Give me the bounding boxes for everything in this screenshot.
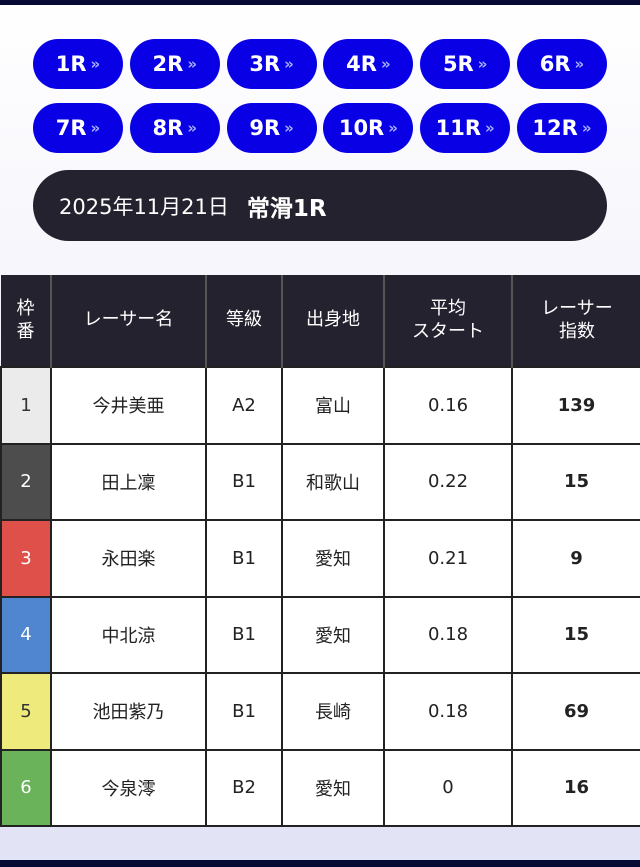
race-label: 8R — [152, 116, 184, 140]
race-button-6R[interactable]: 6R» — [516, 39, 607, 89]
table-row[interactable]: 6 今泉澪 B2 愛知 0 16 — [0, 748, 640, 827]
race-label: 4R — [346, 52, 377, 76]
race-button-12R[interactable]: 12R» — [516, 103, 607, 153]
race-label: 3R — [249, 52, 281, 76]
race-button-2R[interactable]: 2R» — [129, 39, 220, 89]
cell-class: B1 — [205, 595, 283, 674]
cell-avg-start: 0.18 — [383, 672, 513, 751]
cell-frame: 3 — [0, 519, 52, 598]
race-button-4R[interactable]: 4R» — [323, 39, 414, 89]
cell-hometown: 和歌山 — [281, 442, 385, 521]
double-chevron-right-icon: » — [477, 55, 488, 73]
table-row[interactable]: 1 今井美亜 A2 富山 0.16 139 — [0, 366, 640, 445]
race-button-5R[interactable]: 5R» — [420, 39, 511, 89]
race-label: 11R — [435, 116, 482, 140]
race-label: 9R — [249, 116, 281, 140]
cell-racer-index: 16 — [511, 748, 640, 827]
cell-class: B1 — [205, 672, 283, 751]
cell-frame: 1 — [0, 366, 52, 445]
race-button-10R[interactable]: 10R» — [323, 103, 414, 153]
cell-avg-start: 0.22 — [383, 442, 513, 521]
cell-racer-index: 69 — [511, 672, 640, 751]
race-label: 5R — [442, 52, 474, 76]
double-chevron-right-icon: » — [581, 119, 592, 137]
cell-racer-index: 9 — [511, 519, 640, 598]
race-label: 6R — [539, 52, 571, 76]
cell-hometown: 愛知 — [281, 748, 385, 827]
race-label: 12R — [532, 116, 578, 140]
column-header-class: 等級 — [205, 275, 282, 367]
racer-table: 枠 番レーサー名 等級 出身地 平均 スタート レーサー 指数 1 今井美亜 A2 富山 0.1… — [0, 275, 640, 827]
cell-racer-name: 今泉澪 — [50, 748, 207, 827]
double-chevron-right-icon: » — [187, 55, 198, 73]
table-header-row: 枠 番レーサー名 等級 出身地 平均 スタート レーサー 指数 — [1, 275, 640, 367]
race-button-9R[interactable]: 9R» — [226, 103, 317, 153]
double-chevron-right-icon: » — [90, 55, 101, 73]
race-date: 2025年11月21日 — [59, 194, 229, 219]
column-header-racer-index: レーサー 指数 — [511, 275, 640, 367]
race-selector: 1R» 2R» 3R» 4R» 5R» 6R» 7R» 8R» 9R» 10R» 11R» 12R» — [33, 39, 607, 153]
cell-hometown: 愛知 — [281, 519, 385, 598]
race-label: 7R — [55, 116, 87, 140]
cell-racer-name: 中北涼 — [50, 595, 207, 674]
race-venue: 常滑1R — [246, 195, 327, 222]
cell-avg-start: 0 — [383, 748, 513, 827]
double-chevron-right-icon: » — [485, 119, 495, 137]
table-row[interactable]: 4 中北涼 B1 愛知 0.18 15 — [0, 595, 640, 674]
race-button-8R[interactable]: 8R» — [129, 103, 220, 153]
cell-racer-name: 今井美亜 — [50, 366, 207, 445]
race-label: 2R — [152, 52, 184, 76]
cell-frame: 2 — [0, 442, 52, 521]
table-row[interactable]: 2 田上凜 B1 和歌山 0.22 15 — [0, 442, 640, 521]
cell-racer-name: 池田紫乃 — [50, 672, 207, 751]
cell-class: B2 — [205, 748, 283, 827]
column-header-avg-start: 平均 スタート — [383, 275, 512, 367]
cell-racer-index: 15 — [511, 595, 640, 674]
cell-class: A2 — [205, 366, 283, 445]
cell-frame: 4 — [0, 595, 52, 674]
race-button-1R[interactable]: 1R» — [33, 39, 123, 89]
cell-hometown: 富山 — [281, 366, 385, 445]
cell-racer-name: 永田楽 — [50, 519, 207, 598]
cell-racer-name: 田上凜 — [50, 442, 207, 521]
double-chevron-right-icon: » — [380, 55, 391, 73]
double-chevron-right-icon: » — [574, 55, 585, 73]
double-chevron-right-icon: » — [284, 55, 294, 73]
cell-hometown: 長崎 — [281, 672, 385, 751]
column-header-hometown: 出身地 — [281, 275, 384, 367]
cell-class: B1 — [205, 442, 283, 521]
column-header-frame: 枠 番 — [1, 275, 51, 367]
cell-avg-start: 0.16 — [383, 366, 513, 445]
cell-racer-index: 15 — [511, 442, 640, 521]
race-button-3R[interactable]: 3R» — [226, 39, 317, 89]
double-chevron-right-icon: » — [388, 119, 398, 137]
cell-class: B1 — [205, 519, 283, 598]
cell-racer-index: 139 — [511, 366, 640, 445]
top-bar — [0, 0, 640, 5]
double-chevron-right-icon: » — [90, 119, 101, 137]
cell-avg-start: 0.18 — [383, 595, 513, 674]
race-label: 10R — [338, 116, 385, 140]
column-header-racer-name: レーサー名 — [50, 275, 206, 367]
race-button-7R[interactable]: 7R» — [33, 103, 123, 153]
table-row[interactable]: 5 池田紫乃 B1 長崎 0.18 69 — [0, 672, 640, 751]
table-row[interactable]: 3 永田楽 B1 愛知 0.21 9 — [0, 519, 640, 598]
race-header: 2025年11月21日 常滑1R — [33, 170, 607, 241]
cell-frame: 6 — [0, 748, 52, 827]
cell-hometown: 愛知 — [281, 595, 385, 674]
bottom-bar — [0, 860, 640, 867]
double-chevron-right-icon: » — [187, 119, 198, 137]
cell-frame: 5 — [0, 672, 52, 751]
cell-avg-start: 0.21 — [383, 519, 513, 598]
race-button-11R[interactable]: 11R» — [420, 103, 511, 153]
race-label: 1R — [55, 52, 87, 76]
double-chevron-right-icon: » — [284, 119, 294, 137]
